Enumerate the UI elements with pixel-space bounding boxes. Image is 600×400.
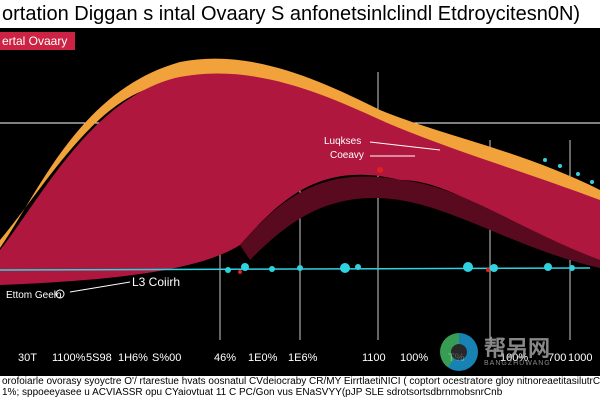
footer-line-1: orofoiarle ovorasy syoyctre O'/ rtarestu… (2, 376, 600, 387)
marker-dot (377, 167, 383, 173)
watermark-text: 帮另网 (484, 335, 551, 361)
watermark-subtext: BANGZHUWANG (484, 359, 551, 367)
cyan-point (340, 263, 350, 273)
cyan-point (241, 263, 249, 271)
tick-label: 100% (400, 352, 429, 364)
tick-label: 1E6% (288, 352, 318, 364)
x-axis-ticks: 30T 1100% 5S98 1H6% S%00 46% 1E0% 1E6% 1… (0, 352, 600, 368)
red-point (486, 268, 490, 272)
cyan-points (225, 262, 575, 273)
marker-ring (55, 289, 65, 299)
watermark-text-block: 帮另网 BANGZHUWANG (484, 335, 551, 367)
diagram-subtitle: ertal Ovaary (0, 32, 76, 50)
cyan-point (297, 265, 303, 271)
speckle (590, 180, 594, 184)
label-upper: Luqkses (324, 136, 362, 147)
diagram-title: ortation Diggan s intal Ovaary S anfonet… (0, 0, 600, 28)
inner-shadow (240, 176, 600, 268)
cyan-point (490, 264, 498, 272)
footer-line-2: 1%; sppoeeyasee u ACVIASSR opu CYaiovtua… (2, 387, 503, 398)
label-center: L3 Coiirh (132, 275, 181, 289)
cyan-point (225, 267, 231, 273)
cyan-point (569, 265, 575, 271)
tick-label: 1H6% (118, 352, 148, 364)
cyan-point (463, 262, 473, 272)
red-points (238, 268, 490, 274)
label-arrows (69, 141, 441, 293)
tick-label: 46% (214, 352, 237, 364)
tick-label: 700 (548, 352, 567, 364)
tick-label: 100% (500, 352, 529, 364)
tick-label: 1E0% (248, 352, 278, 364)
tick-label: 30T (18, 352, 37, 364)
speckle (576, 172, 580, 176)
tick-label: 1100% (52, 352, 86, 364)
speckle (543, 158, 547, 162)
cyan-point (355, 264, 361, 270)
footer-caption: orofoiarle ovorasy syoyctre O'/ rtarestu… (0, 376, 600, 400)
cyan-point (544, 263, 552, 271)
arrow-upper (369, 141, 441, 151)
watermark-logo-icon (440, 333, 478, 371)
tick-label: 5S98 (86, 352, 112, 364)
speckle (558, 164, 562, 168)
tick-label: 1100 (362, 352, 386, 364)
tick-label: 1000 (568, 352, 593, 364)
crimson-region (0, 73, 600, 286)
arrow-left (69, 281, 131, 293)
watermark: 帮另网 BANGZHUWANG (440, 328, 570, 376)
label-left: Ettom Geelo (6, 290, 62, 301)
cyan-point (269, 266, 275, 272)
edge-speckles (543, 158, 594, 184)
tick-label: S%00 (152, 352, 182, 364)
label-lower: Coeavy (330, 150, 364, 161)
red-point (238, 270, 242, 274)
